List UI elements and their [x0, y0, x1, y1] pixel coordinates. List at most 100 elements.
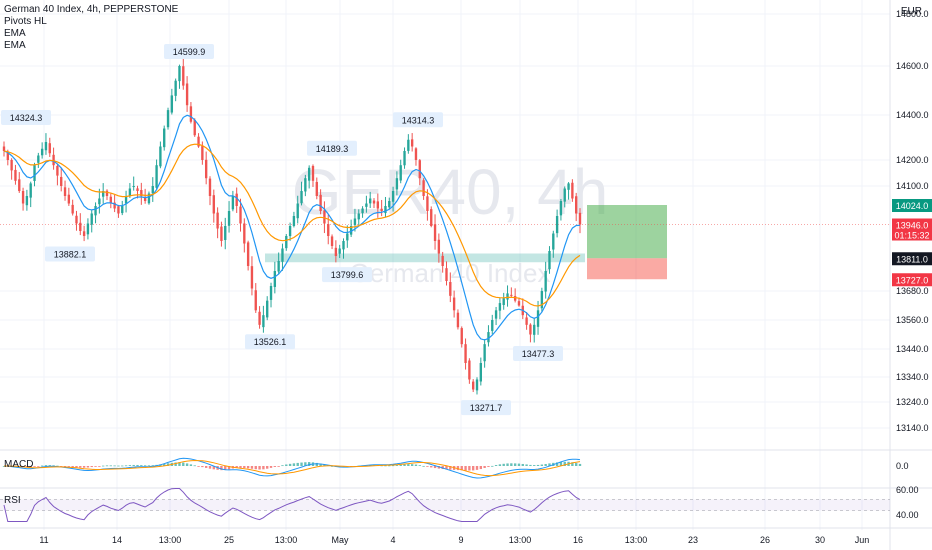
- time-tick-label: Jun: [855, 535, 870, 545]
- candle-body: [52, 154, 55, 166]
- macd-histogram-bar: [506, 463, 509, 466]
- candle-body: [502, 298, 505, 305]
- indicator-pivots-hl[interactable]: Pivots HL: [4, 16, 47, 27]
- indicator-ema-1[interactable]: EMA: [4, 28, 26, 39]
- candle-body: [197, 136, 200, 147]
- time-tick-label: 26: [760, 535, 770, 545]
- ema-slow-line: [3, 143, 581, 307]
- candle-body: [544, 271, 547, 292]
- macd-histogram-bar: [33, 466, 36, 467]
- candle-body: [552, 233, 555, 250]
- rsi-band: [0, 499, 890, 511]
- pivot-label-bg: [322, 267, 372, 283]
- symbol-title[interactable]: German 40 Index, 4h, PEPPERSTONE: [4, 4, 179, 15]
- macd-histogram-bar: [128, 465, 132, 466]
- candle-body: [307, 167, 311, 181]
- candle-body: [136, 188, 139, 191]
- macd-histogram-bar: [468, 466, 471, 471]
- candle-body: [449, 282, 452, 296]
- macd-histogram-bar: [201, 466, 204, 468]
- macd-histogram-bar: [388, 465, 391, 467]
- candle-body: [388, 201, 391, 208]
- candle-body: [369, 198, 372, 204]
- candle-body: [25, 196, 29, 206]
- candle-body: [243, 223, 246, 244]
- macd-histogram-bar: [178, 462, 181, 466]
- candle-body: [315, 181, 318, 196]
- candle-body: [533, 324, 536, 335]
- price-tag-label: 13727.0: [896, 275, 929, 285]
- price-tick-label: 13340.0: [896, 372, 929, 382]
- pivot-label: 13799.6: [331, 270, 364, 280]
- candle-body: [269, 286, 273, 300]
- macd-histogram-bar: [90, 466, 93, 468]
- price-tick-label: 13240.0: [896, 397, 929, 407]
- candle-body: [98, 198, 101, 205]
- candle-body: [578, 212, 582, 225]
- candle-body: [94, 206, 97, 216]
- macd-histogram-bar: [140, 465, 143, 466]
- macd-histogram-bar: [323, 464, 326, 466]
- candle-body: [292, 216, 296, 226]
- candle-body: [323, 210, 326, 224]
- candle-body: [327, 224, 330, 236]
- candle-body: [494, 310, 498, 319]
- candle-body: [208, 178, 212, 196]
- macd-histogram-bar: [266, 466, 269, 469]
- time-tick-label: 23: [688, 535, 698, 545]
- candle-body: [193, 120, 196, 136]
- macd-histogram-bar: [285, 464, 288, 466]
- candle-body: [220, 226, 223, 241]
- macd-histogram-bar: [513, 463, 517, 466]
- price-tick-label: 14200.0: [896, 155, 929, 165]
- candle-body: [567, 183, 570, 190]
- macd-histogram-bar: [304, 462, 307, 466]
- legend: German 40 Index, 4h, PEPPERSTONE Pivots …: [4, 4, 178, 52]
- macd-histogram-bar: [296, 462, 299, 466]
- macd-histogram-bar: [174, 462, 177, 466]
- macd-histogram-bar: [94, 466, 97, 467]
- candle-body: [575, 196, 578, 214]
- candle-body: [513, 296, 517, 301]
- candle-body: [426, 196, 429, 211]
- macd-histogram-bar: [281, 465, 284, 467]
- candle-body: [472, 381, 475, 390]
- macd-histogram-bar: [548, 463, 551, 466]
- macd-histogram-bar: [475, 466, 479, 470]
- macd-histogram-bar: [563, 461, 566, 466]
- macd-histogram-bar: [555, 462, 559, 466]
- macd-histogram-bar: [449, 466, 452, 470]
- rsi-label[interactable]: RSI: [4, 495, 21, 506]
- candle-body: [330, 236, 334, 246]
- candle-body: [71, 204, 74, 214]
- time-tick-label: 13:00: [625, 535, 648, 545]
- currency-label: EUR: [900, 6, 922, 17]
- candle-body: [56, 165, 59, 176]
- candle-body: [479, 363, 483, 382]
- macd-histogram-bar: [147, 465, 151, 467]
- macd-histogram-bar: [101, 465, 105, 467]
- candle-body: [410, 139, 414, 147]
- candle-body: [2, 146, 6, 151]
- price-tag-bg: [892, 218, 932, 241]
- candle-body: [376, 201, 380, 209]
- macd-histogram-bar: [86, 466, 90, 468]
- candle-body: [395, 178, 399, 190]
- candle-body: [399, 165, 402, 181]
- macd-histogram-bar: [433, 466, 437, 469]
- candle-body: [407, 139, 410, 151]
- candle-body: [189, 106, 193, 122]
- candle-body: [285, 236, 288, 249]
- indicator-ema-2[interactable]: EMA: [4, 40, 26, 51]
- time-tick-label: 4: [390, 535, 395, 545]
- macd-histogram-bar: [124, 465, 128, 467]
- macd-label[interactable]: MACD: [4, 459, 34, 470]
- price-tick-label: 14600.0: [896, 61, 929, 71]
- candle-body: [571, 182, 574, 199]
- candle-body: [105, 190, 109, 196]
- macd-histogram-bar: [464, 466, 467, 471]
- pivot-label-bg: [513, 345, 563, 361]
- candle-body: [430, 209, 433, 226]
- candle-body: [487, 332, 490, 343]
